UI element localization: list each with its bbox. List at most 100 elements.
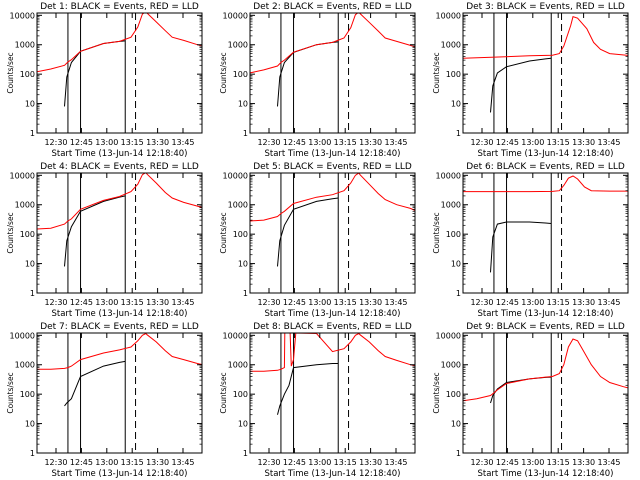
- detector-9-x-tick-label: 13:45: [597, 458, 620, 467]
- detector-8-x-tick-label: 13:15: [334, 458, 357, 467]
- detector-7-plot-area: [37, 333, 202, 453]
- detector-9-y-tick-label: 10000: [436, 331, 461, 340]
- detector-7-x-tick-label: 13:30: [146, 458, 169, 467]
- detector-9-plot-area: [463, 333, 628, 453]
- detector-5-y-tick-label: 10000: [223, 171, 248, 180]
- detector-2-lld-line-1: [250, 13, 415, 74]
- detector-1-x-tick-label: 13:30: [146, 138, 169, 147]
- detector-7-title: Det 7: BLACK = Events, RED = LLD: [40, 322, 199, 332]
- detector-3-plot-area: [463, 13, 628, 133]
- detector-7-panel: Det 7: BLACK = Events, RED = LLD Counts/s…: [6, 322, 203, 479]
- detector-3-frame: [462, 12, 629, 134]
- detector-1-lld-line-1: [37, 13, 202, 73]
- detector-1-frame: [36, 12, 203, 134]
- detector-4-x-axis-label: Start Time (13-Jun-14 12:18:40): [52, 309, 188, 319]
- detector-1-x-tick-label: 12:45: [70, 138, 93, 147]
- detector-8-panel: Det 8: BLACK = Events, RED = LLD Counts/s…: [219, 322, 416, 479]
- detector-1-y-axis-label: Counts/sec: [6, 52, 15, 93]
- detector-5-plot-area: [250, 173, 415, 293]
- detector-1-panel: Det 1: BLACK = Events, RED = LLD Counts/s…: [6, 2, 203, 159]
- detector-5-x-tick-label: 12:45: [283, 298, 306, 307]
- detector-7-x-axis-label: Start Time (13-Jun-14 12:18:40): [52, 469, 188, 479]
- detector-4-events-line-1: [64, 195, 126, 267]
- detector-2-x-tick-label: 13:00: [308, 138, 331, 147]
- detector-6-x-tick-label: 13:45: [597, 298, 620, 307]
- detector-7-x-tick-label: 12:45: [70, 458, 93, 467]
- detector-7-y-tick-label: 10: [25, 420, 35, 429]
- detector-3-y-tick-label: 1000: [441, 41, 461, 50]
- detector-8-title: Det 8: BLACK = Events, RED = LLD: [253, 322, 412, 332]
- detector-7-events-line-1: [64, 360, 126, 407]
- detector-8-events-line-1: [277, 363, 339, 415]
- detector-1-x-axis-label: Start Time (13-Jun-14 12:18:40): [52, 149, 188, 159]
- detector-4-x-tick-label: 13:30: [146, 298, 169, 307]
- detector-2-plot-area: [250, 13, 415, 133]
- detector-8-y-tick-label: 10: [238, 420, 248, 429]
- detector-3-y-tick-label: 10000: [436, 11, 461, 20]
- detector-5-events-line-1: [277, 197, 339, 267]
- detector-5-frame: [249, 172, 416, 294]
- detector-7-y-tick-label: 1000: [15, 361, 35, 370]
- detector-2-frame: [249, 12, 416, 134]
- detector-5-y-axis-label: Counts/sec: [219, 212, 228, 253]
- detector-9-y-tick-label: 100: [446, 390, 461, 399]
- detector-8-lld-line-1: [250, 333, 415, 372]
- detector-3-y-tick-label: 10: [451, 100, 461, 109]
- detector-2-y-tick-label: 10: [238, 100, 248, 109]
- detector-2-y-tick-label: 1000: [228, 41, 248, 50]
- detector-2-panel: Det 2: BLACK = Events, RED = LLD Counts/s…: [219, 2, 416, 159]
- detector-2-x-tick-label: 13:45: [384, 138, 407, 147]
- detector-9-x-tick-label: 12:30: [470, 458, 493, 467]
- detector-7-y-axis-label: Counts/sec: [6, 372, 15, 413]
- detector-5-x-tick-label: 13:00: [308, 298, 331, 307]
- detector-8-y-tick-label: 1: [243, 449, 248, 458]
- detector-2-y-axis-label: Counts/sec: [219, 52, 228, 93]
- detector-2-y-tick-label: 100: [233, 70, 248, 79]
- detector-4-y-tick-label: 10000: [10, 171, 35, 180]
- detector-5-x-axis-label: Start Time (13-Jun-14 12:18:40): [265, 309, 401, 319]
- detector-1-x-tick-label: 13:00: [95, 138, 118, 147]
- detector-1-x-tick-label: 13:15: [121, 138, 144, 147]
- detector-8-y-axis-label: Counts/sec: [219, 372, 228, 413]
- detector-8-x-tick-label: 12:30: [257, 458, 280, 467]
- detector-6-y-tick-label: 10: [451, 260, 461, 269]
- detector-1-y-tick-label: 1: [30, 129, 35, 138]
- detector-5-x-tick-label: 13:30: [359, 298, 382, 307]
- detector-9-lld-line-1: [463, 338, 628, 402]
- detector-6-x-tick-label: 13:00: [521, 298, 544, 307]
- detector-8-x-tick-label: 13:45: [384, 458, 407, 467]
- detector-7-x-tick-label: 13:45: [171, 458, 194, 467]
- detector-1-x-tick-label: 13:45: [171, 138, 194, 147]
- detector-3-lld-line-1: [463, 16, 628, 59]
- detector-9-title: Det 9: BLACK = Events, RED = LLD: [466, 322, 625, 332]
- detector-7-y-tick-label: 1: [30, 449, 35, 458]
- detector-8-x-tick-label: 13:30: [359, 458, 382, 467]
- detector-4-y-tick-label: 10: [25, 260, 35, 269]
- detector-4-y-tick-label: 100: [20, 230, 35, 239]
- detector-4-x-tick-label: 13:00: [95, 298, 118, 307]
- detector-6-title: Det 6: BLACK = Events, RED = LLD: [466, 162, 625, 172]
- detector-6-y-tick-label: 100: [446, 230, 461, 239]
- detector-7-y-tick-label: 10000: [10, 331, 35, 340]
- detector-3-x-tick-label: 13:15: [547, 138, 570, 147]
- detector-3-events-line-1: [490, 57, 552, 113]
- detector-4-y-tick-label: 1: [30, 289, 35, 298]
- detector-9-y-tick-label: 1: [456, 449, 461, 458]
- detector-2-x-tick-label: 13:15: [334, 138, 357, 147]
- detector-9-x-tick-label: 13:00: [521, 458, 544, 467]
- detector-9-y-axis-label: Counts/sec: [432, 372, 441, 413]
- detector-5-y-tick-label: 1: [243, 289, 248, 298]
- detector-3-panel: Det 3: BLACK = Events, RED = LLD Counts/s…: [432, 2, 629, 159]
- detector-8-y-tick-label: 1000: [228, 361, 248, 370]
- detector-4-x-tick-label: 13:45: [171, 298, 194, 307]
- detector-8-x-axis-label: Start Time (13-Jun-14 12:18:40): [265, 469, 401, 479]
- detector-9-x-axis-label: Start Time (13-Jun-14 12:18:40): [478, 469, 614, 479]
- detector-6-plot-area: [463, 173, 628, 293]
- detector-4-x-tick-label: 13:15: [121, 298, 144, 307]
- detector-6-lld-line-1: [463, 175, 628, 193]
- detector-2-y-tick-label: 1: [243, 129, 248, 138]
- detector-1-y-tick-label: 10: [25, 100, 35, 109]
- detector-2-x-tick-label: 13:30: [359, 138, 382, 147]
- detector-8-y-tick-label: 100: [233, 390, 248, 399]
- detector-7-y-tick-label: 100: [20, 390, 35, 399]
